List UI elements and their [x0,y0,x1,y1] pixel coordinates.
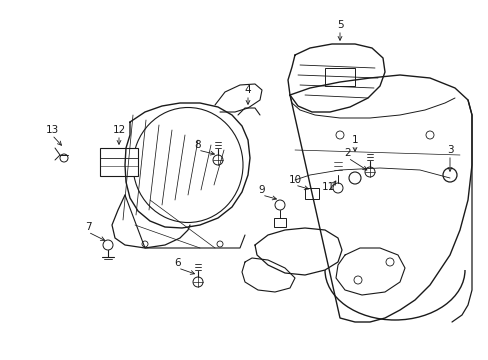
Text: 3: 3 [446,145,452,155]
FancyBboxPatch shape [273,218,285,227]
Text: 9: 9 [258,185,265,195]
FancyBboxPatch shape [305,188,318,199]
FancyBboxPatch shape [100,148,138,176]
Text: 1: 1 [351,135,358,145]
Text: 10: 10 [288,175,301,185]
Text: 2: 2 [344,148,350,158]
Text: 8: 8 [194,140,201,150]
Text: 6: 6 [174,258,181,268]
Text: 7: 7 [84,222,91,232]
Text: 13: 13 [45,125,59,135]
FancyBboxPatch shape [325,68,354,86]
Text: 12: 12 [112,125,125,135]
Text: 11: 11 [321,182,334,192]
Text: 4: 4 [244,85,251,95]
Text: 5: 5 [336,20,343,30]
